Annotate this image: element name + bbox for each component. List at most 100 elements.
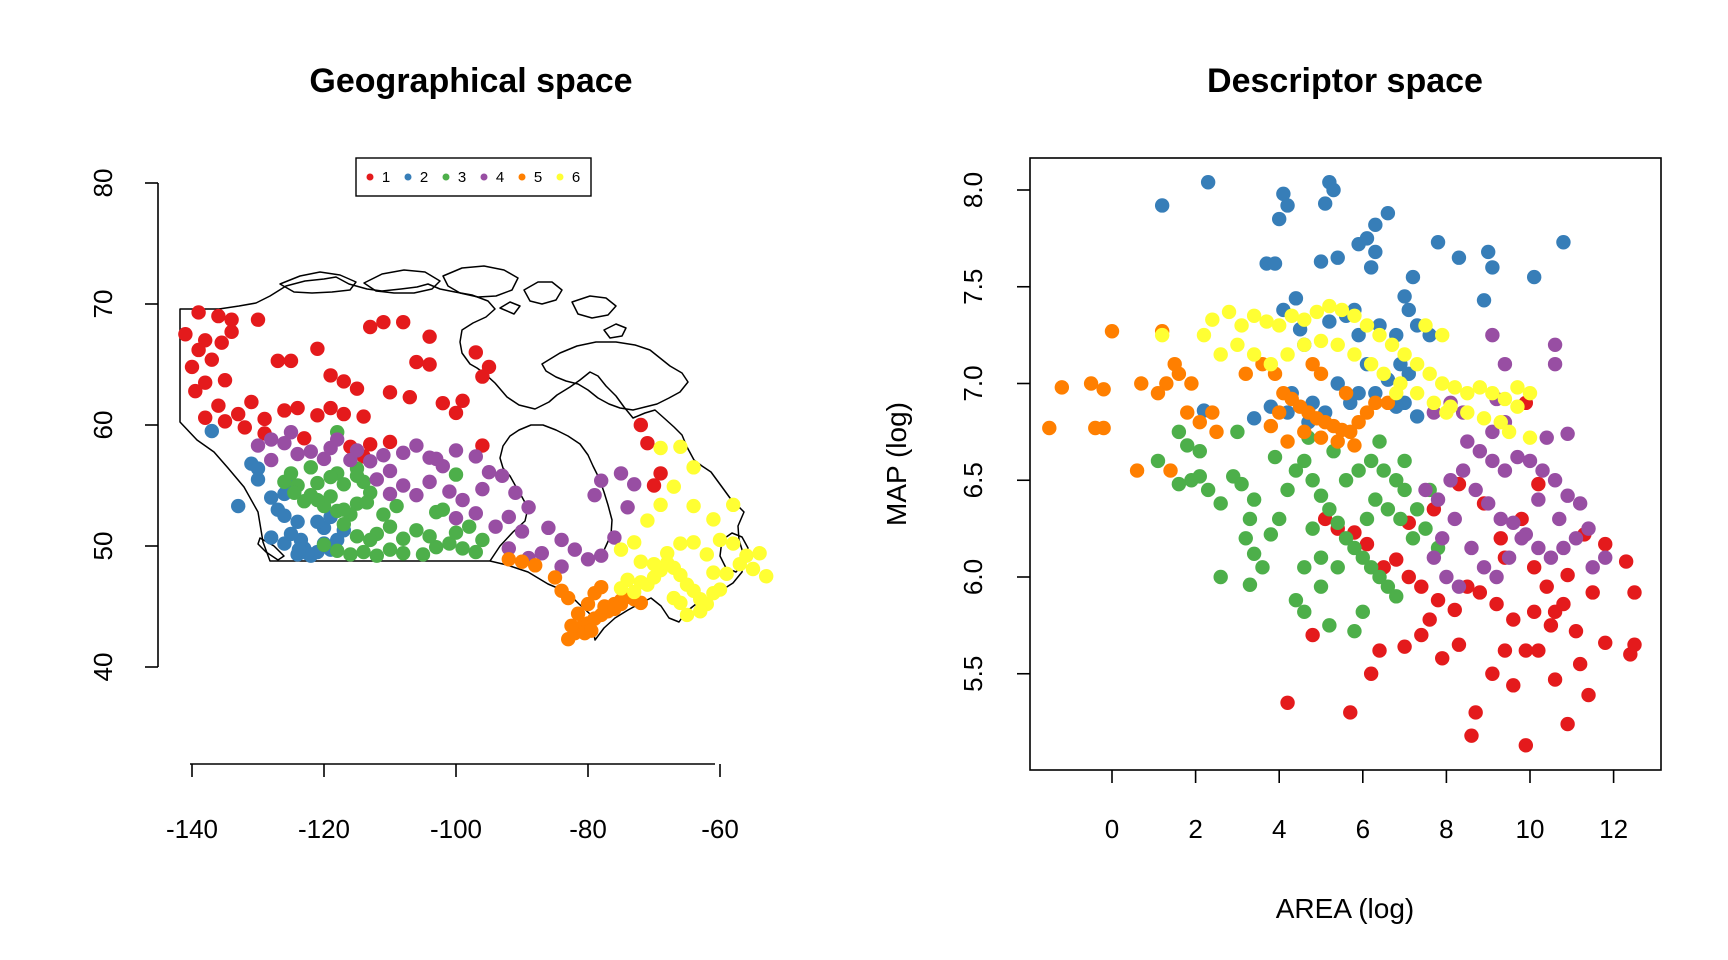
geo-point-cluster-4 [429, 451, 444, 467]
descriptor-y-tick-label: 5.5 [958, 656, 988, 692]
descriptor-point-cluster-1 [1560, 716, 1575, 732]
descriptor-point-cluster-4 [1501, 550, 1517, 565]
descriptor-point-cluster-2 [1401, 302, 1416, 318]
geo-point-cluster-1 [633, 417, 648, 433]
geo-point-cluster-3 [442, 536, 457, 551]
geo-point-cluster-6 [752, 546, 767, 561]
geo-point-cluster-4 [554, 559, 569, 574]
descriptor-point-cluster-5 [1042, 420, 1057, 436]
geo-point-cluster-1 [382, 434, 398, 450]
descriptor-point-cluster-4 [1468, 482, 1483, 498]
descriptor-point-cluster-1 [1485, 666, 1500, 681]
geo-point-cluster-1 [409, 354, 424, 370]
geo-x-tick-label: -60 [701, 814, 739, 844]
geo-point-cluster-4 [468, 449, 483, 464]
geo-point-cluster-4 [613, 466, 629, 481]
descriptor-point-cluster-4 [1497, 356, 1513, 372]
geo-point-cluster-4 [382, 463, 398, 479]
descriptor-point-cluster-1 [1363, 666, 1379, 681]
descriptor-point-cluster-1 [1506, 612, 1521, 627]
geo-point-cluster-1 [297, 431, 312, 446]
descriptor-point-cluster-6 [1510, 399, 1525, 414]
geo-point-cluster-3 [475, 532, 490, 548]
geo-point-cluster-4 [567, 542, 582, 557]
geo-point-cluster-5 [554, 583, 569, 598]
descriptor-point-cluster-2 [1409, 409, 1425, 424]
geo-point-cluster-6 [686, 460, 701, 475]
descriptor-point-cluster-3 [1313, 550, 1329, 565]
geo-point-cluster-4 [290, 446, 305, 462]
descriptor-point-cluster-3 [1234, 476, 1249, 492]
arctic-island-5 [571, 295, 617, 319]
geo-point-cluster-4 [422, 474, 437, 490]
descriptor-point-cluster-5 [1163, 463, 1178, 478]
descriptor-point-cluster-6 [1297, 337, 1312, 352]
geo-point-cluster-3 [389, 498, 404, 514]
descriptor-point-cluster-6 [1246, 347, 1262, 362]
geo-point-cluster-3 [422, 529, 437, 544]
geo-point-cluster-1 [422, 357, 437, 372]
descriptor-point-cluster-3 [1380, 502, 1396, 517]
descriptor-point-cluster-3 [1213, 569, 1228, 585]
descriptor-point-cluster-4 [1443, 473, 1458, 488]
geo-point-cluster-6 [686, 535, 701, 550]
geo-point-cluster-5 [633, 595, 648, 611]
geo-points [178, 305, 774, 647]
descriptor-point-cluster-5 [1313, 366, 1329, 382]
geo-point-cluster-1 [349, 381, 365, 396]
descriptor-point-cluster-6 [1234, 318, 1249, 333]
descriptor-point-cluster-1 [1518, 643, 1534, 658]
descriptor-point-cluster-1 [1598, 536, 1613, 552]
descriptor-point-cluster-3 [1238, 531, 1253, 546]
geo-point-cluster-3 [382, 519, 398, 534]
legend-swatch-6 [556, 173, 564, 181]
legend-swatch-1 [366, 173, 374, 181]
geo-point-cluster-1 [653, 466, 668, 481]
descriptor-point-cluster-1 [1359, 536, 1375, 552]
geo-point-cluster-2 [204, 423, 219, 439]
descriptor-point-cluster-1 [1568, 623, 1584, 639]
geo-point-cluster-6 [719, 566, 734, 582]
descriptor-points [1042, 175, 1642, 753]
descriptor-point-cluster-3 [1355, 550, 1371, 565]
geo-point-cluster-4 [283, 425, 299, 440]
geo-point-cluster-6 [673, 439, 688, 454]
geo-point-cluster-1 [402, 389, 417, 405]
descriptor-point-cluster-2 [1476, 293, 1492, 308]
geo-point-cluster-1 [396, 314, 411, 330]
geo-point-cluster-6 [640, 513, 655, 528]
geo-point-cluster-1 [257, 411, 272, 427]
geo-point-cluster-1 [244, 394, 259, 410]
descriptor-point-cluster-6 [1422, 366, 1437, 382]
geo-point-cluster-2 [291, 542, 307, 557]
descriptor-point-cluster-3 [1213, 496, 1228, 511]
descriptor-point-cluster-5 [1096, 382, 1111, 397]
descriptor-point-cluster-1 [1531, 476, 1546, 492]
descriptor-point-cluster-1 [1518, 738, 1534, 753]
descriptor-point-cluster-5 [1184, 376, 1199, 391]
descriptor-point-cluster-4 [1581, 521, 1596, 536]
geo-point-cluster-2 [264, 530, 279, 545]
descriptor-x-tick-label: 0 [1105, 814, 1119, 844]
descriptor-point-cluster-6 [1497, 391, 1513, 407]
descriptor-point-cluster-2 [1326, 182, 1341, 198]
descriptor-point-cluster-5 [1368, 395, 1383, 411]
descriptor-point-cluster-1 [1572, 656, 1588, 672]
descriptor-point-cluster-3 [1297, 453, 1312, 469]
geo-point-cluster-1 [204, 352, 219, 367]
descriptor-point-cluster-1 [1627, 585, 1642, 600]
descriptor-point-cluster-5 [1159, 376, 1174, 391]
descriptor-point-cluster-3 [1180, 438, 1195, 453]
descriptor-point-cluster-4 [1489, 569, 1504, 585]
geo-point-cluster-4 [607, 530, 622, 545]
descriptor-point-cluster-6 [1196, 327, 1212, 343]
geo-x-tick-label: -120 [298, 814, 350, 844]
descriptor-x-tick-label: 12 [1599, 814, 1628, 844]
geo-point-cluster-1 [435, 396, 450, 411]
descriptor-point-cluster-4 [1556, 540, 1571, 556]
geo-point-cluster-1 [270, 353, 285, 369]
descriptor-point-cluster-2 [1276, 186, 1291, 202]
descriptor-point-cluster-5 [1083, 376, 1099, 391]
descriptor-point-cluster-5 [1263, 418, 1279, 434]
